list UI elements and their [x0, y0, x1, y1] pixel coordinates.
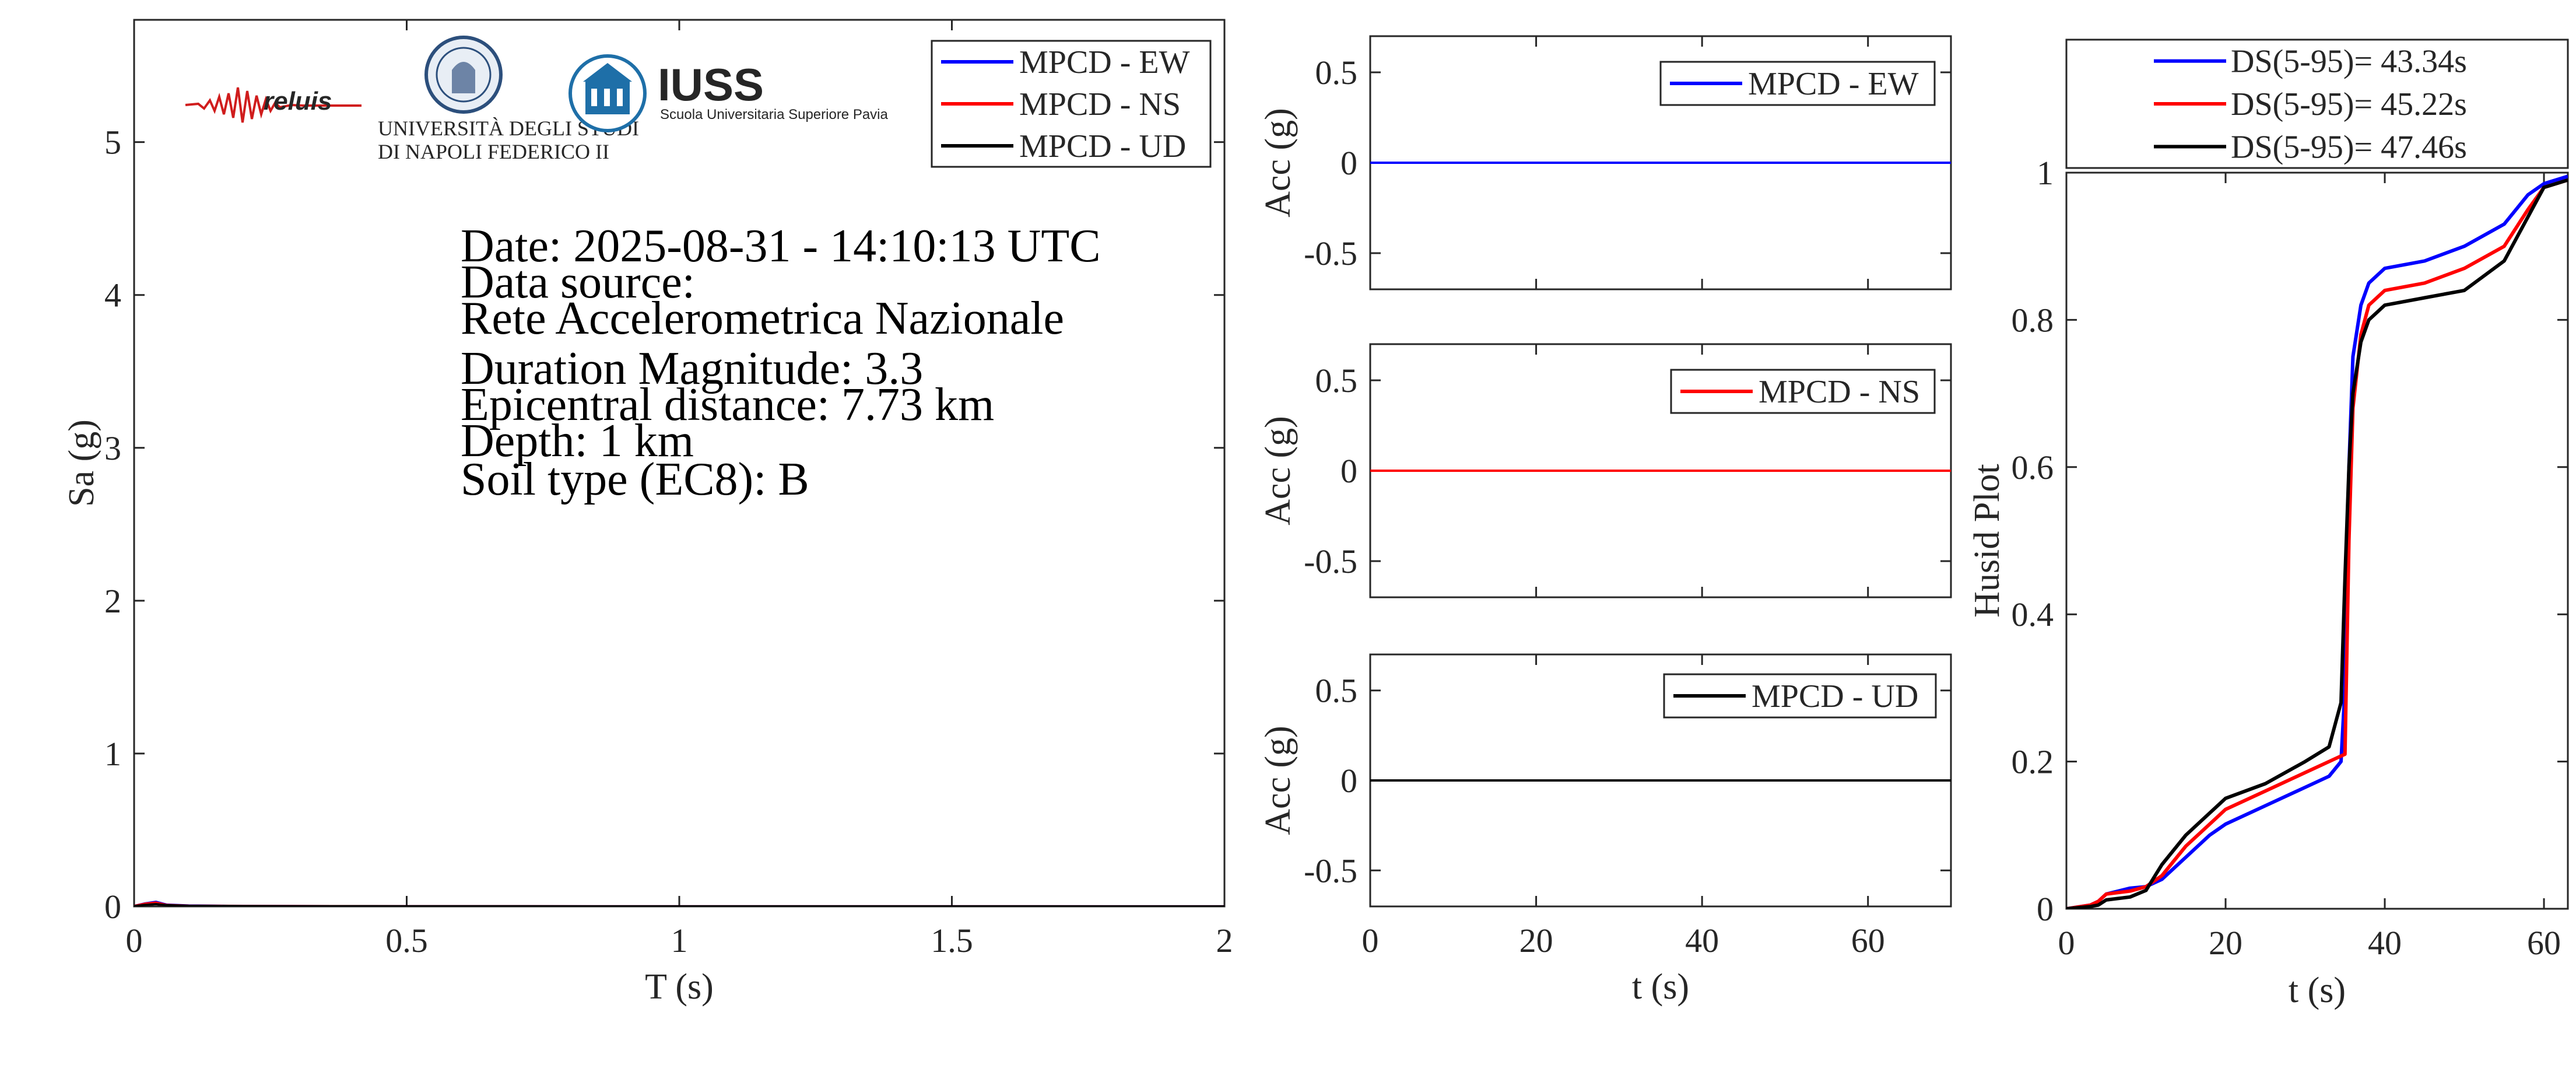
legend-box	[2065, 38, 2569, 169]
acc-ud-chart: 0 20 40 60-0.500.5t (s)Acc (g)MPCD - UD	[1258, 653, 1952, 1007]
husid-legend: DS(5-95)= 43.34s DS(5-95)= 45.22s DS(5-95)…	[2065, 38, 2569, 169]
info-source-label: Data source:	[461, 257, 695, 308]
y-axis-label: Acc (g)	[1258, 108, 1298, 218]
y-axis-label: Acc (g)	[1258, 416, 1298, 526]
reluis-text: reluis	[264, 87, 332, 115]
y-tick-label: 1	[104, 735, 121, 773]
legend-label: MPCD - EW	[1748, 66, 1919, 102]
iuss-logo: IUSS Scuola Universitaria Superiore Pavi…	[568, 54, 889, 132]
unina-line2: DI NAPOLI FEDERICO II	[378, 140, 609, 163]
legend-label: DS(5-95)= 45.22s	[2231, 86, 2467, 122]
x-tick-label: 0	[2058, 924, 2075, 962]
legend-label: DS(5-95)= 43.34s	[2231, 44, 2467, 80]
series-line	[134, 903, 1224, 906]
x-axis-label: T (s)	[645, 967, 714, 1007]
response-spectrum-legend: MPCD - EW MPCD - NS MPCD - UD	[931, 40, 1212, 168]
reluis-logo: reluis	[185, 87, 362, 123]
y-tick-label: -0.5	[1304, 542, 1357, 580]
y-tick-label: 0.5	[1315, 672, 1358, 710]
info-source: Rete Accelerometrica Nazionale	[461, 293, 1064, 344]
info-distance: Epicentral distance: 7.73 km	[461, 379, 994, 430]
x-tick-label: 1.5	[931, 922, 973, 960]
info-soil: Soil type (EC8): B	[461, 454, 809, 505]
legend-label: MPCD - UD	[1019, 128, 1186, 164]
x-tick-label: 0.5	[385, 922, 428, 960]
y-tick-label: 0	[2037, 890, 2054, 928]
x-axis-label: t (s)	[1632, 967, 1689, 1007]
y-tick-label: 0	[1340, 452, 1357, 490]
legend-label: MPCD - NS	[1759, 374, 1920, 410]
x-tick-label: 20	[2209, 924, 2242, 962]
info-depth: Depth: 1 km	[461, 415, 694, 467]
acc-ew-legend: MPCD - EW	[1659, 61, 1936, 106]
y-tick-label: 1	[2037, 154, 2054, 192]
x-tick-label: 60	[2527, 924, 2561, 962]
legend-label: MPCD - NS	[1019, 86, 1181, 122]
series-line	[2066, 174, 2568, 909]
y-tick-label: 0	[1340, 144, 1357, 182]
y-tick-label: 3	[104, 429, 121, 467]
x-axis-label: t (s)	[2289, 971, 2346, 1010]
husid-chart: 0 20 40 60 0 0.2 0.4 0.6 0.8 1 t (s) Husid Plot DS(5…	[1967, 38, 2569, 1010]
series-line	[2066, 178, 2568, 909]
husid-axes-box	[2065, 171, 2569, 910]
x-tick-label: 1	[671, 922, 688, 960]
y-tick-label: 5	[104, 124, 121, 162]
y-tick-label: 0	[1340, 762, 1357, 800]
event-info: Date: 2025-08-31 - 14:10:13 UTC Data sou…	[461, 220, 1101, 505]
legend-label: DS(5-95)= 47.46s	[2231, 129, 2467, 165]
y-tick-label: -0.5	[1304, 234, 1357, 272]
x-tick-label: 0	[126, 922, 143, 960]
x-tick-label: 60	[1851, 922, 1885, 960]
y-tick-label: 0	[104, 888, 121, 926]
reluis-seismogram	[185, 87, 362, 123]
x-tick-label: 20	[1519, 922, 1553, 960]
iuss-subtitle: Scuola Universitaria Superiore Pavia	[660, 107, 889, 122]
info-magnitude: Duration Magnitude: 3.3	[461, 343, 923, 394]
y-tick-label: 0.6	[2012, 449, 2054, 486]
series-line	[2066, 178, 2568, 909]
y-tick-label: 4	[104, 276, 121, 314]
y-tick-label: 0.2	[2012, 743, 2054, 781]
iuss-text: IUSS	[658, 59, 764, 110]
y-tick-label: 0.8	[2012, 301, 2054, 339]
y-axis-label: Husid Plot	[1967, 464, 2007, 618]
y-tick-label: 0.5	[1315, 362, 1358, 400]
acc-ns-chart: -0.5 0 0.5 Acc (g) MPCD - NS	[1258, 343, 1952, 598]
acc-ew-chart: -0.5 0 0.5 Acc (g) MPCD - EW	[1258, 35, 1952, 290]
legend-label: MPCD - UD	[1752, 678, 1918, 715]
x-tick-label: 2	[1216, 922, 1233, 960]
x-tick-label: 40	[1685, 922, 1719, 960]
y-tick-label: 0.5	[1315, 54, 1358, 92]
y-tick-label: -0.5	[1304, 852, 1357, 890]
legend-label: MPCD - EW	[1019, 44, 1190, 80]
y-tick-label: 0.4	[2012, 596, 2054, 633]
info-date: Date: 2025-08-31 - 14:10:13 UTC	[461, 220, 1101, 272]
x-tick-label: 0	[1362, 922, 1379, 960]
y-axis-label: Sa (g)	[62, 419, 101, 507]
y-axis-label: Acc (g)	[1258, 726, 1298, 835]
acc-ud-legend: MPCD - UD	[1663, 673, 1937, 719]
acc-ns-legend: MPCD - NS	[1670, 369, 1936, 414]
y-tick-label: 2	[104, 582, 121, 620]
x-tick-label: 40	[2368, 924, 2402, 962]
